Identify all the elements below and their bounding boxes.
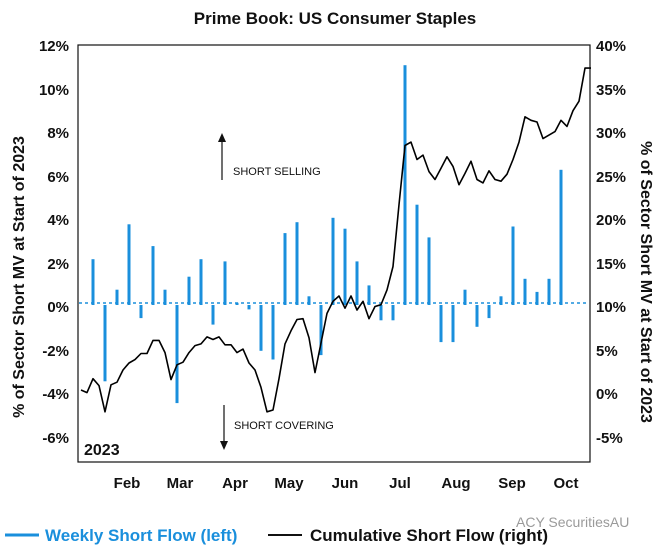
right-tick-label: 15% — [596, 256, 626, 273]
weekly-flow-bar — [211, 305, 215, 325]
left-tick-label: 10% — [39, 82, 69, 99]
weekly-short-flow-bars — [91, 65, 563, 404]
weekly-flow-bar — [523, 278, 527, 305]
cumulative-flow-line — [80, 67, 591, 413]
right-axis-ticks: 40% 35% 30% 25% 20% 15% 10% 5% 0% -5% — [596, 38, 626, 447]
weekly-flow-bar — [115, 289, 119, 305]
right-tick-label: 10% — [596, 299, 626, 316]
weekly-flow-bar — [271, 305, 275, 360]
left-tick-label: 0% — [47, 299, 69, 316]
weekly-flow-bar — [151, 246, 155, 305]
weekly-flow-bar — [427, 237, 431, 305]
weekly-flow-bar — [559, 169, 563, 305]
month-label: Jun — [332, 475, 359, 492]
weekly-flow-bar — [235, 302, 239, 305]
left-tick-label: 4% — [47, 212, 69, 229]
weekly-flow-bar — [139, 305, 143, 319]
cumulative-short-flow-series — [80, 67, 591, 413]
left-tick-label: -2% — [42, 343, 69, 360]
weekly-flow-bar — [463, 289, 467, 305]
weekly-flow-bar — [343, 228, 347, 305]
weekly-flow-bar — [307, 296, 311, 305]
right-tick-label: 30% — [596, 125, 626, 142]
weekly-flow-bar — [403, 65, 407, 305]
weekly-flow-bar — [331, 217, 335, 305]
weekly-flow-bar — [163, 289, 167, 305]
left-tick-label: 2% — [47, 256, 69, 273]
weekly-flow-bar — [451, 305, 455, 343]
left-axis-ticks: 12% 10% 8% 6% 4% 2% 0% -2% -4% -6% — [39, 38, 69, 447]
weekly-flow-bar — [475, 305, 479, 327]
left-tick-label: -6% — [42, 430, 69, 447]
down-arrow-icon — [220, 441, 228, 450]
left-tick-label: 6% — [47, 169, 69, 186]
right-tick-label: 40% — [596, 38, 626, 55]
weekly-flow-bar — [535, 291, 539, 305]
right-tick-label: 20% — [596, 212, 626, 229]
right-axis-title: % of Sector Short MV at Start of 2023 — [637, 141, 654, 423]
month-label: Aug — [441, 475, 470, 492]
weekly-flow-bar — [379, 305, 383, 321]
left-tick-label: 12% — [39, 38, 69, 55]
weekly-flow-bar — [439, 305, 443, 343]
weekly-flow-bar — [187, 276, 191, 305]
weekly-flow-bar — [247, 305, 251, 310]
month-label: May — [274, 475, 304, 492]
legend-bars-label: Weekly Short Flow (left) — [45, 526, 237, 545]
x-axis-labels: Feb Mar Apr May Jun Jul Aug Sep Oct — [114, 475, 579, 492]
weekly-flow-bar — [511, 226, 515, 305]
legend-line-label: Cumulative Short Flow (right) — [310, 526, 548, 545]
right-tick-label: 25% — [596, 169, 626, 186]
weekly-flow-bar — [199, 259, 203, 305]
weekly-flow-bar — [283, 233, 287, 305]
short-selling-label: SHORT SELLING — [233, 166, 321, 178]
weekly-flow-bar — [415, 204, 419, 305]
chart-title: Prime Book: US Consumer Staples — [194, 9, 476, 28]
up-arrow-icon — [218, 133, 226, 142]
weekly-flow-bar — [223, 261, 227, 305]
left-tick-label: 8% — [47, 125, 69, 142]
short-covering-annotation: SHORT COVERING — [220, 405, 334, 450]
month-label: Feb — [114, 475, 141, 492]
weekly-flow-bar — [259, 305, 263, 351]
weekly-flow-bar — [295, 222, 299, 305]
weekly-flow-bar — [487, 305, 491, 319]
watermark: ACY SecuritiesAU — [516, 514, 629, 530]
weekly-flow-bar — [103, 305, 107, 382]
weekly-flow-bar — [91, 259, 95, 305]
weekly-flow-bar — [127, 224, 131, 305]
weekly-flow-bar — [319, 305, 323, 356]
month-label: Jul — [389, 475, 411, 492]
short-selling-annotation: SHORT SELLING — [218, 133, 321, 180]
weekly-flow-bar — [175, 305, 179, 404]
weekly-flow-bar — [391, 305, 395, 321]
right-tick-label: 0% — [596, 386, 618, 403]
weekly-flow-bar — [355, 261, 359, 305]
legend: Weekly Short Flow (left) Cumulative Shor… — [5, 526, 548, 545]
month-label: Apr — [222, 475, 248, 492]
right-tick-label: 35% — [596, 82, 626, 99]
right-tick-label: -5% — [596, 430, 623, 447]
short-covering-label: SHORT COVERING — [234, 420, 334, 432]
year-label: 2023 — [84, 442, 120, 459]
weekly-flow-bar — [547, 278, 551, 305]
month-label: Sep — [498, 475, 526, 492]
left-axis-title: % of Sector Short MV at Start of 2023 — [11, 136, 28, 418]
right-tick-label: 5% — [596, 343, 618, 360]
weekly-flow-bar — [367, 285, 371, 305]
weekly-flow-bar — [499, 296, 503, 305]
month-label: Mar — [167, 475, 194, 492]
plot-frame — [77, 44, 591, 463]
left-tick-label: -4% — [42, 386, 69, 403]
month-label: Oct — [553, 475, 578, 492]
